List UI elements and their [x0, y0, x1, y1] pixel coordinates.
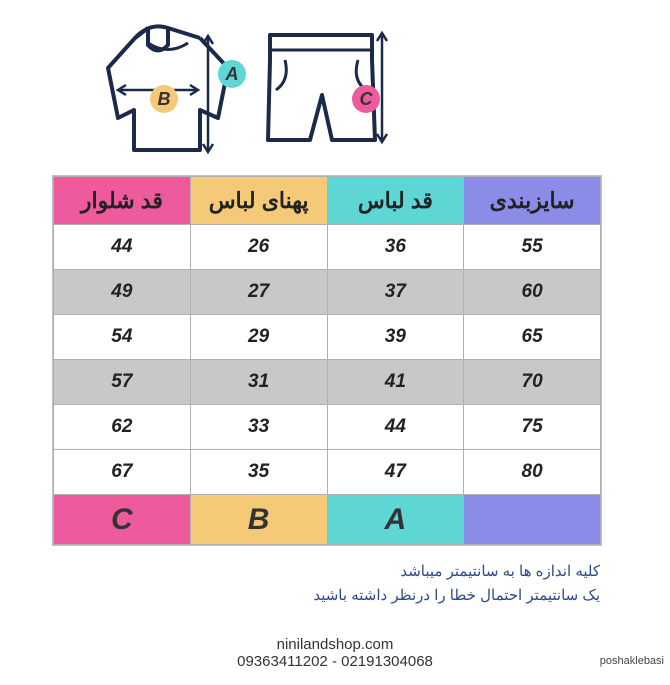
table-cell: 29	[190, 315, 327, 360]
table-cell: 27	[190, 270, 327, 315]
table-cell: 37	[327, 270, 464, 315]
table-cell: 35	[190, 450, 327, 495]
footer-label-a: A	[327, 495, 464, 545]
table-footer-row: C B A	[54, 495, 601, 545]
table-cell: 55	[464, 225, 601, 270]
footer-website: ninilandshop.com	[0, 636, 670, 653]
header-shirt-width: پهنای لباس	[190, 177, 327, 225]
table-cell: 60	[464, 270, 601, 315]
table-cell: 65	[464, 315, 601, 360]
footer-label-c: C	[54, 495, 191, 545]
marker-a: A	[218, 60, 246, 88]
table-cell: 36	[327, 225, 464, 270]
header-pants-length: قد شلوار	[54, 177, 191, 225]
table-cell: 31	[190, 360, 327, 405]
notes: کلیه اندازه ها به سانتیمتر میباشد یک سان…	[0, 560, 670, 608]
footer-phones: 09363411202 - 02191304068	[0, 653, 670, 670]
note-line-1: کلیه اندازه ها به سانتیمتر میباشد	[0, 560, 600, 584]
table-cell: 80	[464, 450, 601, 495]
table-row: 54293965	[54, 315, 601, 360]
table-cell: 44	[327, 405, 464, 450]
marker-c: C	[352, 85, 380, 113]
header-shirt-length: قد لباس	[327, 177, 464, 225]
footer: ninilandshop.com 09363411202 - 021913040…	[0, 636, 670, 670]
table-row: 67354780	[54, 450, 601, 495]
table-cell: 47	[327, 450, 464, 495]
size-table: قد شلوار پهنای لباس قد لباس سایزبندی 442…	[52, 175, 602, 546]
note-line-2: یک سانتیمتر احتمال خطا را درنظر داشته با…	[0, 584, 600, 608]
table-row: 62334475	[54, 405, 601, 450]
footer-label-empty	[464, 495, 601, 545]
table-cell: 67	[54, 450, 191, 495]
marker-b: B	[150, 85, 178, 113]
table-row: 57314170	[54, 360, 601, 405]
footer-label-b: B	[190, 495, 327, 545]
table-cell: 44	[54, 225, 191, 270]
size-diagram: A B C	[0, 0, 670, 175]
table-cell: 62	[54, 405, 191, 450]
table-cell: 54	[54, 315, 191, 360]
table-header-row: قد شلوار پهنای لباس قد لباس سایزبندی	[54, 177, 601, 225]
header-size: سایزبندی	[464, 177, 601, 225]
table-cell: 39	[327, 315, 464, 360]
table-cell: 57	[54, 360, 191, 405]
table-cell: 26	[190, 225, 327, 270]
table-cell: 49	[54, 270, 191, 315]
watermark: poshaklebasi	[600, 655, 664, 667]
table-cell: 33	[190, 405, 327, 450]
table-row: 49273760	[54, 270, 601, 315]
table-cell: 70	[464, 360, 601, 405]
table-cell: 75	[464, 405, 601, 450]
table-row: 44263655	[54, 225, 601, 270]
table-cell: 41	[327, 360, 464, 405]
